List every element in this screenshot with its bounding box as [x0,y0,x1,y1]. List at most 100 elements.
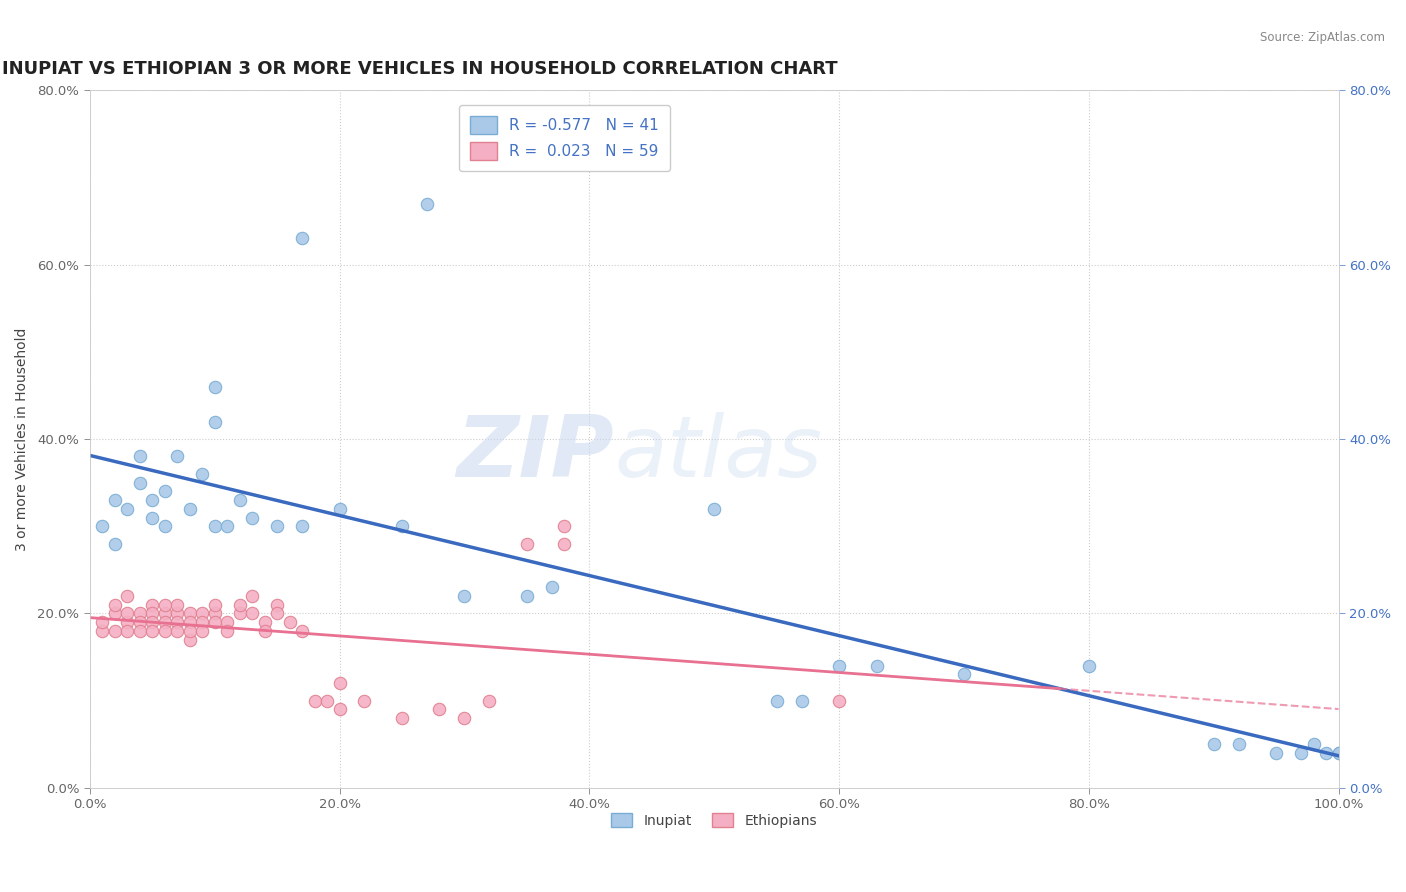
Point [328,676,350,690]
Point [179,624,201,638]
Point [153,484,176,499]
Point [91,519,114,533]
Point [115,501,138,516]
Point [217,624,239,638]
Point [179,607,201,621]
Point [166,598,188,612]
Point [1315,746,1337,760]
Point [128,615,150,629]
Point [141,493,163,508]
Point [141,598,163,612]
Point [191,624,214,638]
Point [353,693,375,707]
Point [304,693,326,707]
Point [191,607,214,621]
Point [166,607,188,621]
Point [179,632,201,647]
Point [291,231,314,245]
Point [266,607,288,621]
Point [1077,658,1099,673]
Point [266,598,288,612]
Point [115,607,138,621]
Point [217,519,239,533]
Point [478,693,501,707]
Point [104,598,127,612]
Point [828,658,851,673]
Point [166,450,188,464]
Point [128,450,150,464]
Point [104,607,127,621]
Point [179,615,201,629]
Point [253,615,276,629]
Point [765,693,787,707]
Point [104,493,127,508]
Point [240,510,263,524]
Point [91,624,114,638]
Point [291,519,314,533]
Point [1202,737,1225,751]
Point [953,667,976,681]
Point [204,598,226,612]
Point [217,615,239,629]
Point [91,615,114,629]
Point [153,615,176,629]
Point [228,493,250,508]
Point [179,501,201,516]
Point [153,607,176,621]
Point [516,589,538,603]
Point [1289,746,1312,760]
Point [153,598,176,612]
Point [828,693,851,707]
Point [790,693,813,707]
Point [253,624,276,638]
Point [453,711,475,725]
Point [141,510,163,524]
Point [240,589,263,603]
Text: Source: ZipAtlas.com: Source: ZipAtlas.com [1260,31,1385,45]
Point [865,658,887,673]
Point [1265,746,1288,760]
Point [266,519,288,533]
Point [166,615,188,629]
Point [104,624,127,638]
Point [703,501,725,516]
Point [1327,746,1350,760]
Point [316,693,339,707]
Point [1227,737,1250,751]
Point [416,196,439,211]
Legend: Inupiat, Ethiopians: Inupiat, Ethiopians [606,807,823,833]
Point [240,607,263,621]
Point [141,624,163,638]
Point [115,624,138,638]
Point [453,589,475,603]
Text: atlas: atlas [614,411,823,494]
Point [153,624,176,638]
Point [429,702,451,716]
Point [553,537,575,551]
Point [104,537,127,551]
Point [328,702,350,716]
Point [540,580,562,594]
Point [204,380,226,394]
Point [1327,746,1350,760]
Point [553,519,575,533]
Point [228,607,250,621]
Point [391,711,413,725]
Y-axis label: 3 or more Vehicles in Household: 3 or more Vehicles in Household [15,327,30,550]
Point [153,519,176,533]
Point [141,607,163,621]
Point [115,615,138,629]
Point [204,607,226,621]
Point [204,615,226,629]
Point [166,624,188,638]
Point [128,607,150,621]
Point [1302,737,1324,751]
Point [291,624,314,638]
Point [228,598,250,612]
Point [391,519,413,533]
Point [191,467,214,481]
Text: ZIP: ZIP [457,411,614,494]
Point [191,615,214,629]
Point [328,501,350,516]
Point [128,475,150,490]
